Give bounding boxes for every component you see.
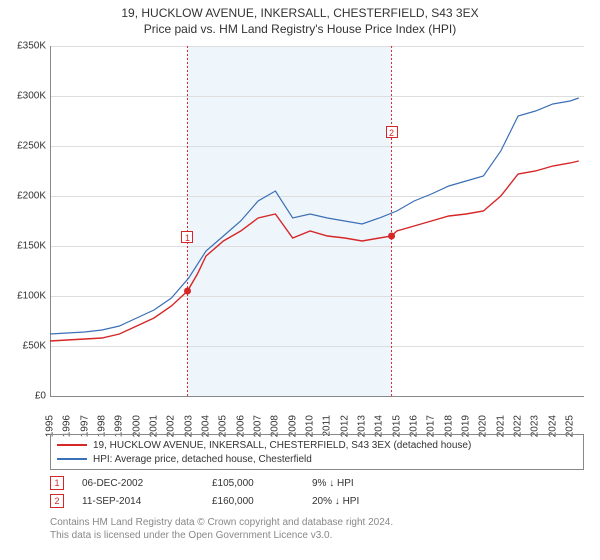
titles: 19, HUCKLOW AVENUE, INKERSALL, CHESTERFI…: [0, 0, 600, 36]
y-axis-label: £0: [2, 391, 46, 402]
chart-svg: [50, 46, 584, 396]
legend-label: HPI: Average price, detached house, Ches…: [93, 454, 312, 465]
transaction-price: £160,000: [212, 496, 312, 507]
legend-swatch: [57, 458, 87, 460]
plot: £0£50K£100K£150K£200K£250K£300K£350K1995…: [50, 46, 584, 396]
transaction-price: £105,000: [212, 478, 312, 489]
y-axis-label: £100K: [2, 291, 46, 302]
transaction-date: 06-DEC-2002: [82, 478, 212, 489]
transaction-date: 11-SEP-2014: [82, 496, 212, 507]
transaction-row: 2 11-SEP-2014 £160,000 20% ↓ HPI: [50, 492, 412, 510]
legend-swatch: [57, 444, 87, 446]
legend-item: HPI: Average price, detached house, Ches…: [57, 452, 577, 466]
marker-label: 1: [181, 231, 193, 243]
y-axis-label: £150K: [2, 241, 46, 252]
series-property: [50, 161, 579, 341]
footer: Contains HM Land Registry data © Crown c…: [50, 516, 393, 542]
footer-line: This data is licensed under the Open Gov…: [50, 529, 393, 542]
footer-line: Contains HM Land Registry data © Crown c…: [50, 516, 393, 529]
transactions-table: 1 06-DEC-2002 £105,000 9% ↓ HPI 2 11-SEP…: [50, 474, 412, 510]
series-hpi: [50, 98, 579, 334]
transaction-delta: 9% ↓ HPI: [312, 478, 412, 489]
legend-item: 19, HUCKLOW AVENUE, INKERSALL, CHESTERFI…: [57, 438, 577, 452]
transaction-delta: 20% ↓ HPI: [312, 496, 412, 507]
y-axis-label: £250K: [2, 141, 46, 152]
y-axis-label: £50K: [2, 341, 46, 352]
chart-area: £0£50K£100K£150K£200K£250K£300K£350K1995…: [50, 46, 584, 396]
legend-label: 19, HUCKLOW AVENUE, INKERSALL, CHESTERFI…: [93, 440, 471, 451]
legend: 19, HUCKLOW AVENUE, INKERSALL, CHESTERFI…: [50, 434, 584, 470]
y-axis-label: £300K: [2, 91, 46, 102]
y-axis-label: £200K: [2, 191, 46, 202]
title-main: 19, HUCKLOW AVENUE, INKERSALL, CHESTERFI…: [0, 6, 600, 20]
title-sub: Price paid vs. HM Land Registry's House …: [0, 22, 600, 36]
marker-label: 2: [386, 126, 398, 138]
chart-container: 19, HUCKLOW AVENUE, INKERSALL, CHESTERFI…: [0, 0, 600, 560]
transaction-row: 1 06-DEC-2002 £105,000 9% ↓ HPI: [50, 474, 412, 492]
transaction-marker: 1: [50, 476, 64, 490]
transaction-marker: 2: [50, 494, 64, 508]
y-axis-label: £350K: [2, 41, 46, 52]
x-axis: [50, 396, 584, 397]
